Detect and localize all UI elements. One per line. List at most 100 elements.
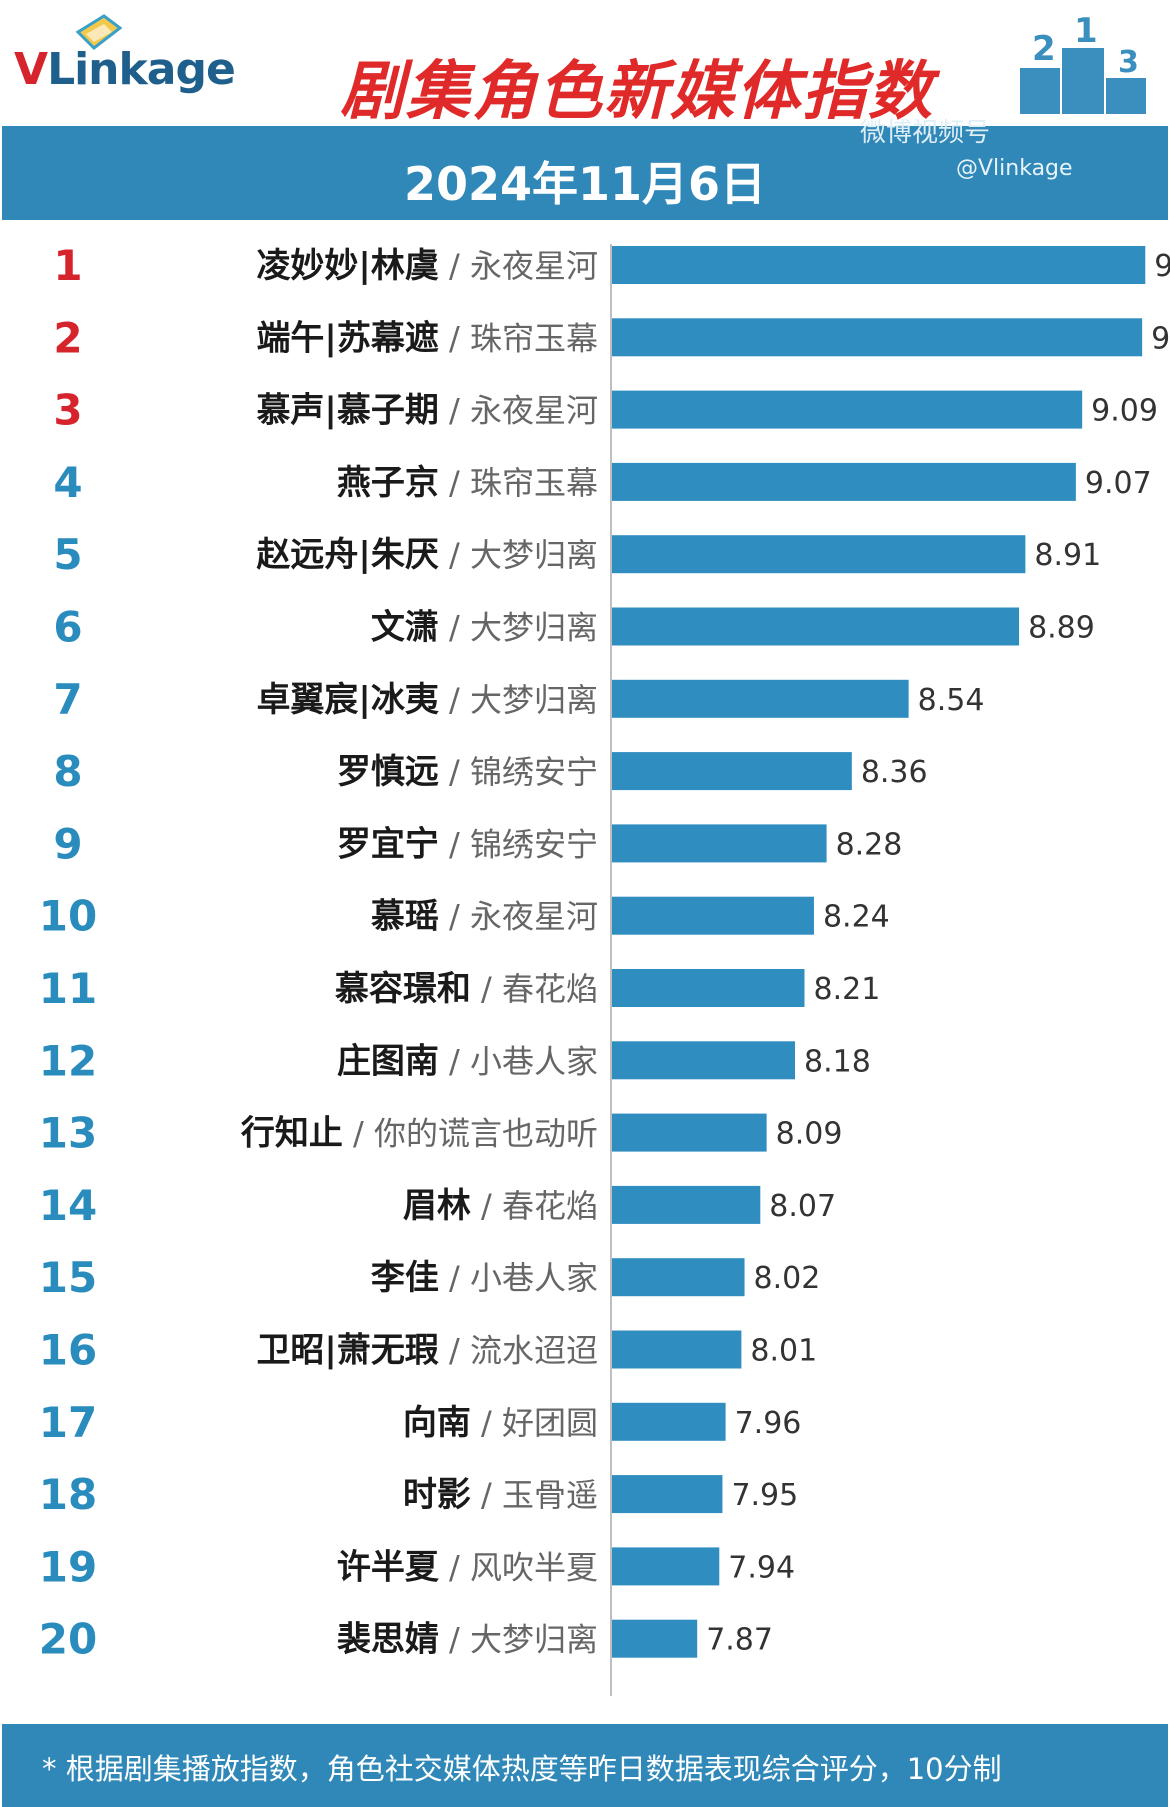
row-label: 时影 / 玉骨遥 xyxy=(403,1475,598,1515)
drama-name: 锦绣安宁 xyxy=(470,753,598,791)
drama-name: 永夜星河 xyxy=(470,898,598,936)
drama-name: 珠帘玉幕 xyxy=(470,319,598,357)
role-name: 向南 xyxy=(403,1403,471,1443)
label-separator: / xyxy=(439,319,470,357)
drama-name: 流水迢迢 xyxy=(470,1332,598,1370)
drama-name: 你的谎言也动听 xyxy=(374,1115,598,1153)
bar-value-label: 9.29 xyxy=(1154,249,1170,284)
label-separator: / xyxy=(439,609,470,647)
row-label: 行知止 / 你的谎言也动听 xyxy=(241,1114,598,1154)
row-label: 向南 / 好团圆 xyxy=(403,1403,598,1443)
rank-number: 15 xyxy=(39,1253,97,1302)
drama-name: 风吹半夏 xyxy=(470,1548,598,1586)
label-separator: / xyxy=(439,1259,470,1297)
role-name: 慕瑶 xyxy=(371,897,439,937)
label-separator: / xyxy=(439,392,470,430)
row-label: 许半夏 / 风吹半夏 xyxy=(337,1547,598,1587)
brand-logo-v: V xyxy=(14,44,48,95)
row-label: 眉林 / 春花焰 xyxy=(403,1186,598,1226)
drama-name: 永夜星河 xyxy=(470,392,598,430)
label-separator: / xyxy=(471,1404,502,1442)
bar-value-label: 8.24 xyxy=(823,900,890,935)
rank-number: 2 xyxy=(53,313,82,362)
role-name: 李佳 xyxy=(371,1258,439,1298)
row-label: 慕瑶 / 永夜星河 xyxy=(371,897,598,937)
bar xyxy=(612,1619,698,1658)
role-name: 时影 xyxy=(403,1475,471,1515)
drama-name: 大梦归离 xyxy=(470,536,598,574)
role-name: 行知止 xyxy=(241,1114,343,1154)
bar-value-label: 7.96 xyxy=(735,1406,802,1441)
rank-number: 19 xyxy=(39,1542,97,1591)
role-name: 慕容璟和 xyxy=(335,969,471,1009)
chart-rows: 1 凌妙妙|林虞 / 永夜星河 9.29 2 端午|苏幕遮 / 珠帘玉幕 9.28 3 慕声|… xyxy=(39,241,1170,1664)
drama-name: 春花焰 xyxy=(502,1187,598,1225)
row-label: 罗慎远 / 锦绣安宁 xyxy=(337,752,598,792)
rank-number: 7 xyxy=(53,675,82,724)
label-separator: / xyxy=(439,753,470,791)
drama-name: 小巷人家 xyxy=(470,1042,598,1080)
bar-value-label: 8.02 xyxy=(754,1261,821,1296)
podium-icon: 2 1 3 xyxy=(1020,14,1146,114)
role-name: 赵远舟|朱厌 xyxy=(256,535,438,575)
date-band: 2024年11月6日 xyxy=(2,126,1168,220)
label-separator: / xyxy=(439,825,470,863)
rank-number: 13 xyxy=(39,1109,97,1158)
svg-text:3: 3 xyxy=(1118,45,1139,80)
row-label: 凌妙妙|林虞 / 永夜星河 xyxy=(256,246,598,286)
bar xyxy=(612,1258,745,1297)
bar xyxy=(612,535,1026,574)
bar xyxy=(612,1330,742,1369)
drama-name: 大梦归离 xyxy=(470,609,598,647)
watermark-handle: @Vlinkage xyxy=(956,156,1073,181)
bar-value-label: 8.54 xyxy=(918,683,985,718)
rank-number: 6 xyxy=(53,603,82,652)
role-name: 慕声|慕子期 xyxy=(256,391,438,431)
bar-value-label: 9.28 xyxy=(1151,321,1170,356)
role-name: 许半夏 xyxy=(337,1547,440,1587)
bar xyxy=(612,824,827,863)
drama-name: 春花焰 xyxy=(502,970,598,1008)
bar xyxy=(612,1475,723,1514)
row-label: 赵远舟|朱厌 / 大梦归离 xyxy=(256,535,598,575)
label-separator: / xyxy=(439,536,470,574)
rank-number: 17 xyxy=(39,1398,97,1447)
rank-number: 4 xyxy=(53,458,82,507)
label-separator: / xyxy=(439,898,470,936)
date-label: 2024年11月6日 xyxy=(403,157,767,211)
row-label: 文潇 / 大梦归离 xyxy=(371,608,598,648)
row-label: 慕声|慕子期 / 永夜星河 xyxy=(256,391,598,431)
role-name: 罗慎远 xyxy=(337,752,439,792)
role-name: 端午|苏幕遮 xyxy=(256,318,438,358)
bar xyxy=(612,896,814,935)
role-name: 燕子京 xyxy=(337,463,439,503)
bar xyxy=(612,607,1020,646)
drama-name: 大梦归离 xyxy=(470,681,598,719)
watermark-text: 微博视频号 xyxy=(860,118,991,148)
label-separator: / xyxy=(471,1187,502,1225)
rank-number: 12 xyxy=(39,1036,97,1085)
svg-text:1: 1 xyxy=(1074,14,1098,51)
drama-name: 珠帘玉幕 xyxy=(470,464,598,502)
bar-value-label: 9.09 xyxy=(1091,394,1158,429)
drama-name: 小巷人家 xyxy=(470,1259,598,1297)
role-name: 卓翼宸|冰夷 xyxy=(256,680,438,720)
label-separator: / xyxy=(439,1042,470,1080)
role-name: 罗宜宁 xyxy=(337,824,439,864)
bar xyxy=(612,1041,796,1080)
footer-band: * 根据剧集播放指数，角色社交媒体热度等昨日数据表现综合评分，10分制 xyxy=(2,1724,1168,1807)
drama-name: 好团圆 xyxy=(502,1404,598,1442)
drama-name: 玉骨遥 xyxy=(502,1476,598,1514)
role-name: 眉林 xyxy=(403,1186,471,1226)
drama-name: 大梦归离 xyxy=(470,1621,598,1659)
row-label: 李佳 / 小巷人家 xyxy=(371,1258,598,1298)
role-name: 卫昭|萧无瑕 xyxy=(256,1331,438,1371)
ranking-bar-chart: 1 凌妙妙|林虞 / 永夜星河 9.29 2 端午|苏幕遮 / 珠帘玉幕 9.28 3 慕声|… xyxy=(39,241,1170,1696)
bar xyxy=(612,246,1146,284)
row-label: 端午|苏幕遮 / 珠帘玉幕 xyxy=(256,318,598,358)
bar xyxy=(612,679,909,718)
row-label: 慕容璟和 / 春花焰 xyxy=(335,969,598,1009)
rank-number: 1 xyxy=(53,241,82,290)
bar xyxy=(612,1113,767,1152)
